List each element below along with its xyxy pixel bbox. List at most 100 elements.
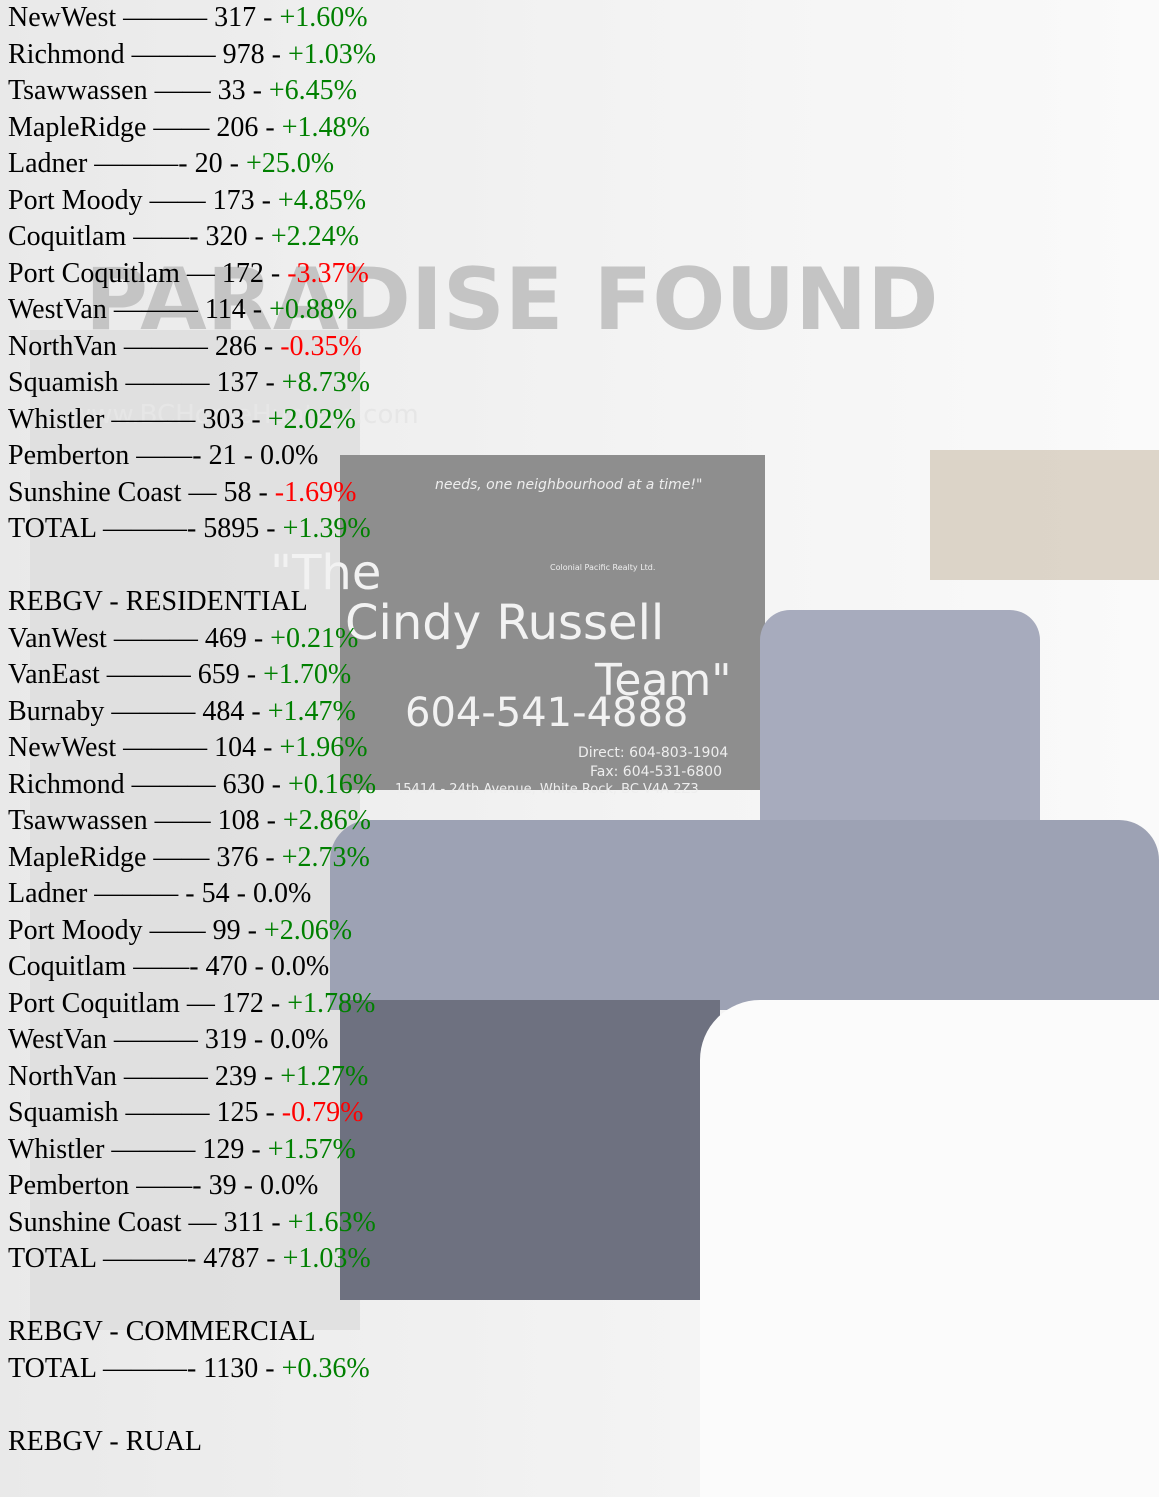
- stat-line: Squamish ——— 125 --0.79%: [8, 1095, 376, 1132]
- stat-line: WestVan ——— 114 -+0.88%: [8, 292, 376, 329]
- stat-line: Coquitlam ——- 320 -+2.24%: [8, 219, 376, 256]
- stat-line: TOTAL ———- 4787 -+1.03%: [8, 1241, 376, 1278]
- direct: Direct: 604-803-1904: [578, 745, 728, 761]
- sofa-base: [340, 1000, 720, 1300]
- section: NewWest ——— 317 -+1.60%Richmond ——— 978 …: [8, 0, 376, 548]
- stat-text: Whistler ——— 303 -: [8, 404, 261, 435]
- stat-text: Richmond ——— 978 -: [8, 39, 281, 70]
- stat-line: Whistler ——— 303 -+2.02%: [8, 402, 376, 439]
- stat-line: TOTAL ———- 5895 -+1.39%: [8, 511, 376, 548]
- stat-text: Ladner ———- 20 -: [8, 148, 239, 179]
- stat-text: Port Moody —— 99 -: [8, 915, 257, 946]
- address: 15414 - 24th Avenue, White Rock, BC V4A …: [395, 782, 699, 797]
- stat-line: Richmond ——— 978 -+1.03%: [8, 37, 376, 74]
- stat-change: +2.02%: [268, 404, 356, 435]
- section-heading: REBGV - COMMERCIAL: [8, 1314, 376, 1351]
- stat-line: Port Moody —— 173 -+4.85%: [8, 183, 376, 220]
- page: PARADISE FOUND www.BCHomeHunters.com nee…: [0, 0, 1159, 1497]
- stat-change: -0.35%: [280, 331, 362, 362]
- stat-line: Port Coquitlam — 172 --3.37%: [8, 256, 376, 293]
- stat-text: VanWest ——— 469 -: [8, 623, 263, 654]
- team-line: Cindy Russell: [345, 595, 664, 651]
- stat-change: +0.16%: [288, 769, 376, 800]
- stat-line: NorthVan ——— 239 -+1.27%: [8, 1059, 376, 1096]
- stat-line: VanWest ——— 469 -+0.21%: [8, 621, 376, 658]
- stat-text: Coquitlam ——- 470 -: [8, 951, 264, 982]
- stat-change: +0.88%: [269, 294, 357, 325]
- stat-change: +8.73%: [282, 367, 370, 398]
- stat-change: 0.0%: [271, 951, 329, 982]
- stat-change: 0.0%: [270, 1024, 328, 1055]
- stat-line: TOTAL ———- 1130 -+0.36%: [8, 1351, 376, 1388]
- stat-line: Whistler ——— 129 -+1.57%: [8, 1132, 376, 1169]
- ottoman: [700, 1000, 1159, 1497]
- stat-text: NorthVan ——— 286 -: [8, 331, 273, 362]
- phone: 604-541-4888: [405, 690, 688, 736]
- stat-line: WestVan ——— 319 -0.0%: [8, 1022, 376, 1059]
- section-heading: REBGV - RESIDENTIAL: [8, 584, 376, 621]
- stat-change: +25.0%: [246, 148, 334, 179]
- stat-line: Pemberton ——- 39 -0.0%: [8, 1168, 376, 1205]
- stat-text: MapleRidge —— 206 -: [8, 112, 275, 143]
- brokerage: Colonial Pacific Realty Ltd.: [550, 563, 655, 572]
- stat-change: -0.79%: [282, 1097, 364, 1128]
- stat-change: 0.0%: [260, 440, 318, 471]
- stat-change: 0.0%: [253, 878, 311, 909]
- slogan: needs, one neighbourhood at a time!": [435, 477, 702, 493]
- stat-change: +1.27%: [280, 1061, 368, 1092]
- stat-change: +1.03%: [288, 39, 376, 70]
- stat-text: Tsawwassen —— 33 -: [8, 75, 262, 106]
- stat-line: VanEast ——— 659 -+1.70%: [8, 657, 376, 694]
- stat-text: Coquitlam ——- 320 -: [8, 221, 264, 252]
- stat-line: Ladner ——— - 54 -0.0%: [8, 876, 376, 913]
- stat-line: Burnaby ——— 484 -+1.47%: [8, 694, 376, 731]
- stat-text: Whistler ——— 129 -: [8, 1134, 261, 1165]
- stat-change: +2.73%: [282, 842, 370, 873]
- stat-line: MapleRidge —— 206 -+1.48%: [8, 110, 376, 147]
- stat-line: NewWest ——— 317 -+1.60%: [8, 0, 376, 37]
- fax: Fax: 604-531-6800: [590, 764, 722, 780]
- stat-text: Pemberton ——- 21 -: [8, 440, 253, 471]
- stat-change: +1.70%: [263, 659, 351, 690]
- stat-text: NewWest ——— 104 -: [8, 732, 272, 763]
- stat-change: +1.39%: [283, 513, 371, 544]
- stat-line: Squamish ——— 137 -+8.73%: [8, 365, 376, 402]
- stat-line: Port Coquitlam — 172 -+1.78%: [8, 986, 376, 1023]
- stat-text: Sunshine Coast — 58 -: [8, 477, 268, 508]
- stat-line: Richmond ——— 630 -+0.16%: [8, 767, 376, 804]
- stat-text: TOTAL ———- 1130 -: [8, 1353, 275, 1384]
- listing: NewWest ——— 317 -+1.60%Richmond ——— 978 …: [8, 0, 376, 1460]
- stat-change: -3.37%: [287, 258, 369, 289]
- stat-text: Port Moody —— 173 -: [8, 185, 271, 216]
- stat-change: 0.0%: [260, 1170, 318, 1201]
- stat-line: NorthVan ——— 286 --0.35%: [8, 329, 376, 366]
- stat-text: Ladner ——— - 54 -: [8, 878, 246, 909]
- stat-text: Squamish ——— 125 -: [8, 1097, 275, 1128]
- stat-change: +2.06%: [264, 915, 352, 946]
- stat-text: Richmond ——— 630 -: [8, 769, 281, 800]
- stat-change: -1.69%: [275, 477, 357, 508]
- stat-line: Port Moody —— 99 -+2.06%: [8, 913, 376, 950]
- stat-line: Ladner ———- 20 -+25.0%: [8, 146, 376, 183]
- section: REBGV - RUAL: [8, 1424, 376, 1461]
- stat-line: Sunshine Coast — 58 --1.69%: [8, 475, 376, 512]
- stat-text: Squamish ——— 137 -: [8, 367, 275, 398]
- stat-change: +1.60%: [279, 2, 367, 33]
- stat-change: +0.21%: [270, 623, 358, 654]
- stat-text: Tsawwassen —— 108 -: [8, 805, 276, 836]
- stat-line: Tsawwassen —— 108 -+2.86%: [8, 803, 376, 840]
- stat-text: Sunshine Coast — 311 -: [8, 1207, 281, 1238]
- stat-change: +1.03%: [283, 1243, 371, 1274]
- stat-text: NewWest ——— 317 -: [8, 2, 272, 33]
- stat-line: Pemberton ——- 21 -0.0%: [8, 438, 376, 475]
- stat-change: +2.86%: [283, 805, 371, 836]
- stat-text: Port Coquitlam — 172 -: [8, 988, 280, 1019]
- stat-change: +1.63%: [288, 1207, 376, 1238]
- stat-change: +1.57%: [268, 1134, 356, 1165]
- stat-change: +4.85%: [278, 185, 366, 216]
- stat-text: Burnaby ——— 484 -: [8, 696, 261, 727]
- stat-text: WestVan ——— 114 -: [8, 294, 262, 325]
- stat-change: +6.45%: [269, 75, 357, 106]
